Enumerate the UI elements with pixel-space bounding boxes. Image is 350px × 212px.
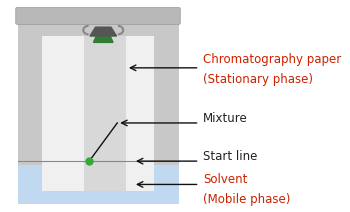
FancyBboxPatch shape xyxy=(16,7,180,24)
Text: Start line: Start line xyxy=(203,150,257,163)
Text: (Mobile phase): (Mobile phase) xyxy=(203,193,290,206)
Polygon shape xyxy=(90,27,117,36)
FancyBboxPatch shape xyxy=(18,165,178,204)
Text: Mixture: Mixture xyxy=(203,112,248,125)
Polygon shape xyxy=(93,36,113,42)
Text: (Stationary phase): (Stationary phase) xyxy=(203,73,313,86)
Text: Solvent: Solvent xyxy=(203,173,247,186)
FancyBboxPatch shape xyxy=(84,36,126,191)
Text: Chromatography paper: Chromatography paper xyxy=(203,53,341,66)
FancyBboxPatch shape xyxy=(42,36,154,191)
FancyBboxPatch shape xyxy=(18,21,178,204)
